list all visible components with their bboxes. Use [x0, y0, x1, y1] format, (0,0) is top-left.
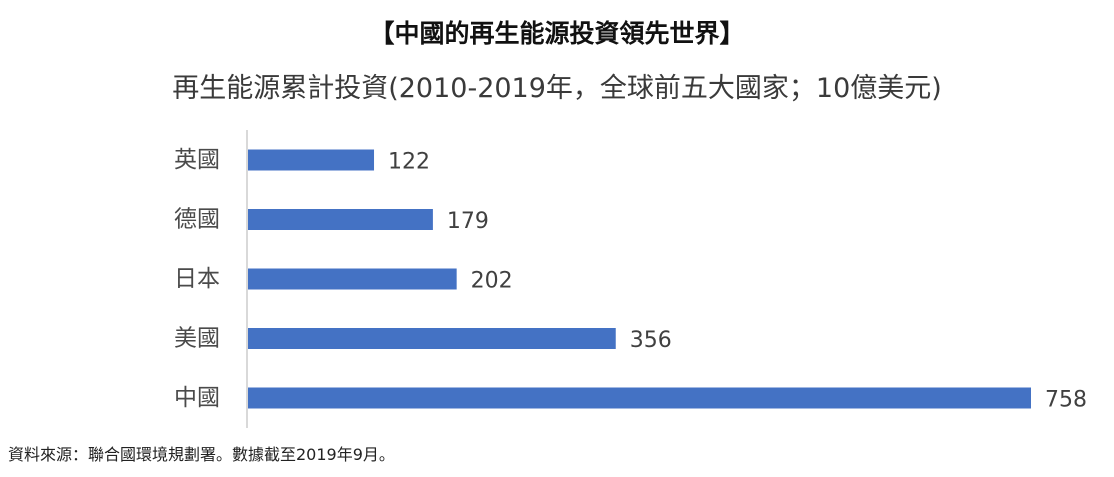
data-label: 758 [1045, 388, 1087, 413]
chart-subtitle: 再生能源累計投資(2010-2019年，全球前五大國家；10億美元) [172, 73, 942, 104]
data-label: 179 [447, 209, 489, 234]
data-label: 122 [388, 150, 430, 175]
bar [248, 328, 616, 349]
bar [248, 149, 375, 171]
bar [248, 268, 457, 290]
source-note: 資料來源：聯合國環境規劃署。數據截至2019年9月。 [8, 445, 395, 464]
category-label: 德國 [174, 207, 220, 233]
data-label: 356 [630, 328, 672, 353]
chart-title: 【中國的再生能源投資領先世界】 [369, 19, 745, 48]
category-label: 英國 [174, 147, 220, 173]
data-label: 202 [471, 269, 513, 294]
category-label: 日本 [174, 266, 220, 292]
category-label: 中國 [174, 385, 220, 411]
category-label: 美國 [174, 326, 220, 352]
bar [248, 209, 433, 230]
bar [248, 387, 1031, 409]
